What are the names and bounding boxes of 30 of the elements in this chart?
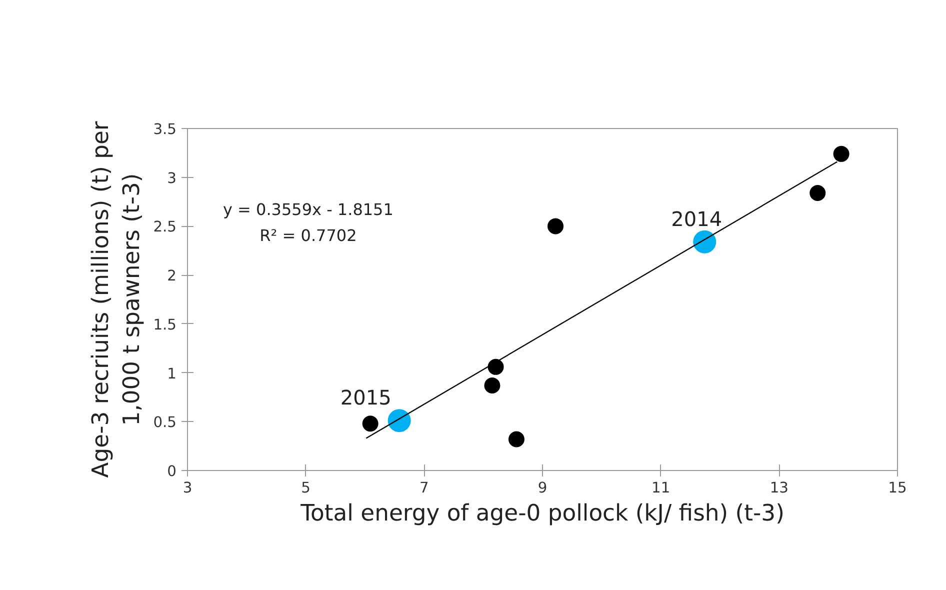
y-tick-label: 0 [167, 463, 177, 480]
y-tick-label: 0.5 [153, 414, 177, 432]
point [810, 185, 826, 201]
x-tick-label: 11 [652, 480, 670, 496]
y-tick-label: 2.5 [153, 218, 177, 236]
x-tick-label: 9 [538, 480, 548, 496]
point [548, 218, 564, 234]
y-tick-label: 3.5 [153, 121, 177, 138]
y-tick-label: 1.5 [153, 316, 177, 334]
annotation: R² = 0.7702 [260, 226, 357, 245]
point [693, 230, 716, 254]
point [362, 416, 378, 432]
y-tick-label: 1 [167, 365, 177, 382]
point [388, 409, 411, 432]
x-tick-label: 3 [182, 480, 192, 496]
x-tick-label: 7 [420, 480, 429, 496]
annotation: 2014 [671, 206, 722, 231]
x-tick-label: 5 [301, 480, 310, 496]
x-tick-label: 13 [770, 480, 788, 496]
y-tick-label: 3 [167, 170, 177, 187]
y-axis-title: Age-3 recriuits (millions) (t) per 1,000 t spawners (t-3) [88, 120, 146, 478]
point [508, 431, 524, 448]
annotation: y = 0.3559x - 1.8151 [222, 200, 394, 220]
y-tick-label: 2 [167, 268, 177, 285]
annotation: 2015 [340, 386, 392, 410]
point [484, 378, 500, 394]
point [833, 146, 850, 162]
x-axis-title: Total energy of age-0 pollock (kJ/ fish) (t-3) [300, 500, 784, 526]
point [488, 358, 504, 375]
x-tick-label: 15 [888, 480, 907, 496]
